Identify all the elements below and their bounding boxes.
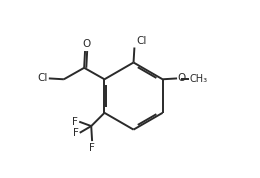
Text: Cl: Cl (37, 73, 47, 83)
Text: CH₃: CH₃ (189, 74, 207, 84)
Text: F: F (73, 117, 78, 127)
Text: O: O (178, 73, 186, 83)
Text: F: F (89, 143, 95, 153)
Text: F: F (73, 128, 79, 138)
Text: O: O (82, 39, 90, 49)
Text: Cl: Cl (136, 36, 147, 46)
